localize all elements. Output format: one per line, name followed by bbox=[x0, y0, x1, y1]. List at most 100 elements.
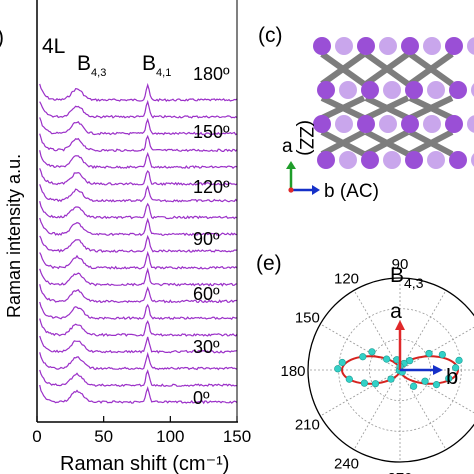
sample-label: 4L bbox=[42, 35, 65, 58]
spectrum-line bbox=[39, 234, 237, 253]
atom bbox=[449, 81, 467, 99]
polar-arrowhead-a bbox=[395, 320, 405, 330]
peak-right-sub: 4,1 bbox=[156, 67, 171, 79]
polar-angle-label: 270 bbox=[387, 470, 412, 474]
spectrum-line bbox=[39, 201, 238, 220]
axis-b-label: b (AC) bbox=[324, 181, 379, 202]
spectrum-line bbox=[39, 133, 238, 153]
x-tick-label: 150 bbox=[223, 427, 251, 446]
polar-peak-base: B bbox=[390, 264, 404, 287]
axis-a-arrowhead bbox=[286, 161, 296, 169]
peak-label-left: B4,3 bbox=[77, 52, 106, 79]
polar-data-point bbox=[432, 381, 441, 389]
atom bbox=[401, 37, 419, 55]
angle-labels: 180º 150º 120º 90º 60º 30º 0º bbox=[193, 64, 230, 408]
atom bbox=[445, 37, 463, 55]
axis-a-label: a bbox=[282, 136, 293, 157]
crystal-structure bbox=[313, 37, 474, 169]
spectrum-line bbox=[39, 351, 238, 371]
atom bbox=[449, 151, 467, 169]
polar-angle-label: 210 bbox=[295, 417, 320, 434]
polar-peak-sub: 4,3 bbox=[404, 275, 424, 291]
spectrum-line bbox=[39, 150, 238, 169]
spectrum-line bbox=[39, 217, 237, 237]
atom bbox=[335, 115, 353, 133]
angle-label: 90º bbox=[193, 229, 220, 249]
atom bbox=[335, 37, 353, 55]
spectrum-line bbox=[39, 99, 238, 119]
atom bbox=[313, 115, 331, 133]
atom bbox=[361, 151, 379, 169]
polar-data-point bbox=[406, 357, 414, 365]
bond bbox=[364, 51, 410, 87]
atom bbox=[467, 37, 474, 55]
x-tick-label: 50 bbox=[94, 427, 113, 446]
x-tick-label: 0 bbox=[32, 427, 41, 446]
atom bbox=[383, 81, 401, 99]
polar-grid-spoke bbox=[399, 326, 474, 371]
atom bbox=[339, 81, 357, 99]
spectrum-line bbox=[39, 168, 238, 186]
angle-label: 180º bbox=[193, 64, 230, 84]
polar-arrow-a-label: a bbox=[390, 300, 402, 323]
atom bbox=[379, 37, 397, 55]
atom bbox=[427, 151, 445, 169]
atom bbox=[317, 151, 335, 169]
spectrum-line bbox=[39, 301, 238, 321]
bond bbox=[364, 95, 410, 121]
polar-data-point bbox=[387, 375, 395, 383]
spectra-group bbox=[39, 82, 238, 405]
bond bbox=[320, 129, 366, 157]
polar-data-point bbox=[359, 353, 367, 361]
y-axis-title: Raman intensity a.u. bbox=[4, 154, 24, 318]
spectrum-line bbox=[39, 369, 238, 388]
atom bbox=[317, 81, 335, 99]
spectrum-line bbox=[39, 318, 238, 337]
atom bbox=[357, 37, 375, 55]
x-tick-label: 100 bbox=[156, 427, 184, 446]
spectrum-line bbox=[39, 250, 238, 270]
polar-data-point bbox=[334, 365, 342, 373]
polar-angle-label: 90 bbox=[392, 256, 409, 273]
panel-label-e: (e) bbox=[256, 252, 282, 275]
polar-data-point bbox=[421, 377, 429, 385]
polar-data-point bbox=[338, 358, 346, 367]
atom bbox=[383, 151, 401, 169]
polar-grid-spoke bbox=[320, 369, 401, 417]
angle-label: 60º bbox=[193, 284, 220, 304]
polar-data-point bbox=[425, 349, 433, 358]
polar-grid-spoke bbox=[399, 369, 447, 450]
spectrum-line bbox=[39, 384, 238, 405]
polar-data-point bbox=[383, 355, 391, 363]
polar-angle-label: 120 bbox=[334, 270, 359, 287]
atom bbox=[423, 115, 441, 133]
atom bbox=[467, 115, 474, 133]
polar-data-point bbox=[345, 375, 353, 383]
x-axis-title: Raman shift (cm⁻¹) bbox=[60, 453, 229, 474]
atom bbox=[379, 115, 397, 133]
angle-label: 30º bbox=[193, 337, 220, 357]
polar-grid-spoke bbox=[399, 369, 474, 414]
polar-data-point bbox=[455, 356, 463, 364]
angle-label: 0º bbox=[193, 388, 210, 408]
bond bbox=[408, 95, 454, 121]
polar-panel: (e) 9012015018021024027030B4,3ab bbox=[256, 252, 474, 474]
spectrum-line bbox=[39, 184, 238, 203]
polar-plot: 9012015018021024027030B4,3ab bbox=[280, 256, 474, 474]
atom bbox=[471, 83, 474, 97]
crystal-panel: (c) (ZZ) a b (AC) bbox=[258, 24, 474, 202]
spectrum-line bbox=[39, 82, 238, 103]
polar-data-point bbox=[438, 350, 446, 359]
atom bbox=[357, 115, 375, 133]
polar-grid-spoke bbox=[353, 369, 401, 450]
polar-grid-spoke bbox=[353, 290, 401, 371]
atom bbox=[361, 81, 379, 99]
spectrum-line bbox=[39, 284, 237, 304]
polar-data-point bbox=[368, 348, 376, 356]
bond bbox=[408, 129, 454, 157]
panel-label-d: ) bbox=[0, 26, 4, 49]
peak-right-base: B bbox=[142, 52, 156, 75]
polar-arrow-b-label: b bbox=[446, 364, 458, 389]
